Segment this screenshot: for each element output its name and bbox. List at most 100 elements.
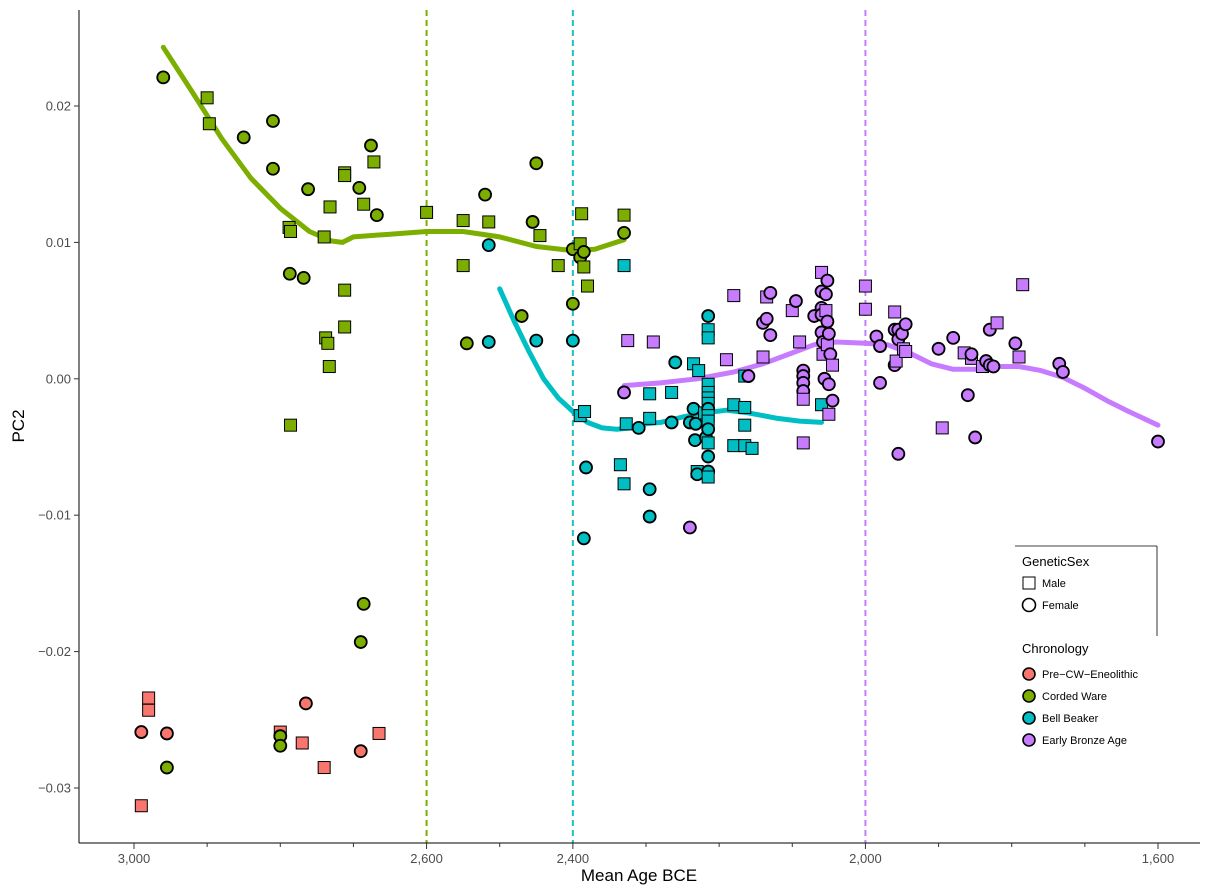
point-corded-ware-51 [617, 225, 631, 240]
axes [78, 10, 1200, 844]
point-corded-ware-36 [482, 215, 496, 229]
point-bell-beaker-45 [727, 398, 741, 412]
point-early-bronze-age-11 [763, 285, 778, 300]
point-early-bronze-age-2 [646, 335, 660, 349]
point-corded-ware-41 [551, 259, 565, 273]
point-early-bronze-age-65 [968, 430, 983, 445]
point-corded-ware-0 [156, 70, 171, 85]
point-bell-beaker-8 [576, 531, 591, 546]
point-bell-beaker-0 [481, 238, 496, 253]
legend-chronology-title: Chronology [1022, 641, 1089, 656]
point-bell-beaker-13 [643, 387, 657, 401]
point-corded-ware-31 [420, 205, 434, 219]
point-early-bronze-age-70 [986, 359, 1001, 374]
y-tick-label-2: −0.01 [38, 508, 71, 523]
legend-corded-ware-label: Corded Ware [1042, 691, 1107, 703]
point-pre-cw-eneolithic-1 [142, 703, 156, 717]
legend-early-bronze-age-label: Early Bronze Age [1042, 735, 1127, 747]
point-early-bronze-age-58 [931, 341, 946, 356]
point-early-bronze-age-40 [826, 358, 840, 372]
point-pre-cw-eneolithic-10 [372, 726, 386, 740]
legend-corded-ware-swatch-icon [1022, 689, 1036, 703]
point-early-bronze-age-39 [823, 347, 838, 362]
point-early-bronze-age-31 [819, 287, 833, 302]
point-early-bronze-age-59 [935, 421, 949, 435]
legend-female-label: Female [1042, 600, 1079, 612]
point-bell-beaker-49 [738, 418, 752, 432]
point-bell-beaker-17 [665, 385, 679, 399]
point-corded-ware-32 [456, 214, 470, 228]
point-early-bronze-age-34 [820, 314, 835, 329]
point-early-bronze-age-6 [741, 369, 756, 383]
point-corded-ware-50 [617, 208, 631, 222]
point-early-bronze-age-37 [821, 377, 836, 392]
point-corded-ware-16 [338, 320, 352, 334]
point-pre-cw-eneolithic-8 [317, 761, 331, 775]
legend-male-square-icon [1022, 576, 1036, 590]
y-tick-label-3: 0.00 [46, 371, 71, 386]
point-pre-cw-eneolithic-6 [298, 696, 313, 711]
point-early-bronze-age-38 [821, 326, 836, 341]
point-bell-beaker-22 [686, 401, 701, 416]
legend-pre-cw-label: Pre−CW−Eneolithic [1042, 669, 1138, 681]
point-bell-beaker-7 [579, 460, 593, 475]
point-bell-beaker-15 [642, 482, 657, 497]
point-bell-beaker-23 [688, 416, 703, 431]
point-early-bronze-age-60 [946, 330, 961, 345]
y-tick-label-0: −0.03 [38, 781, 71, 796]
point-early-bronze-age-55 [899, 345, 913, 359]
point-corded-ware-46 [575, 207, 589, 221]
point-corded-ware-18 [321, 336, 335, 350]
y-axis-title: PC2 [9, 409, 28, 442]
point-early-bronze-age-1 [617, 385, 631, 400]
point-bell-beaker-44 [701, 470, 715, 484]
y-ticks: −0.03 −0.02 −0.01 0.00 0.01 0.02 [38, 99, 79, 796]
point-corded-ware-23 [364, 138, 378, 153]
point-early-bronze-age-0 [621, 334, 635, 348]
point-bell-beaker-9 [613, 458, 627, 472]
point-early-bronze-age-33 [820, 273, 835, 288]
point-corded-ware-49 [580, 279, 594, 293]
point-bell-beaker-1 [481, 335, 496, 349]
point-bell-beaker-40 [701, 422, 716, 437]
point-early-bronze-age-4 [719, 353, 733, 367]
legend-female-circle-icon [1021, 597, 1037, 613]
point-corded-ware-42 [565, 296, 580, 311]
y-tick-label-1: −0.02 [38, 644, 71, 659]
x-tick-label-2: 2,400 [557, 851, 590, 866]
point-corded-ware-7 [284, 224, 298, 238]
point-bell-beaker-10 [617, 477, 631, 491]
point-bell-beaker-4 [617, 259, 631, 273]
point-corded-ware-9 [296, 270, 311, 285]
point-early-bronze-age-73 [1012, 350, 1026, 364]
point-corded-ware-35 [478, 187, 492, 202]
point-corded-ware-2 [202, 117, 216, 131]
point-corded-ware-10 [301, 182, 315, 197]
x-tick-label-1: 2,600 [410, 851, 443, 866]
point-corded-ware-39 [529, 156, 544, 171]
point-corded-ware-1 [200, 91, 214, 105]
point-corded-ware-14 [338, 169, 352, 183]
point-early-bronze-age-45 [873, 339, 887, 353]
point-bell-beaker-18 [668, 355, 683, 370]
point-corded-ware-28 [160, 760, 174, 775]
point-corded-ware-37 [514, 309, 529, 323]
point-bell-beaker-11 [619, 417, 633, 431]
point-early-bronze-age-72 [1008, 336, 1023, 351]
point-corded-ware-40 [533, 229, 547, 243]
reference-lines [425, 10, 867, 843]
x-tick-label-3: 2,000 [849, 851, 882, 866]
smoother-early-bronze-age [621, 339, 1161, 428]
point-early-bronze-age-47 [888, 305, 902, 319]
point-pre-cw-eneolithic-3 [134, 799, 148, 813]
point-corded-ware-19 [322, 360, 336, 374]
y-tick-label-5: 0.02 [46, 99, 71, 114]
point-corded-ware-25 [369, 208, 384, 223]
x-ticks: 3,000 2,600 2,400 2,000 1,600 [118, 843, 1174, 866]
point-corded-ware-3 [236, 130, 251, 145]
data-points [134, 70, 1165, 813]
smoother-lines [160, 44, 1161, 432]
point-corded-ware-29 [356, 596, 371, 611]
x-tick-label-0: 3,000 [118, 851, 151, 866]
point-corded-ware-15 [338, 283, 352, 297]
